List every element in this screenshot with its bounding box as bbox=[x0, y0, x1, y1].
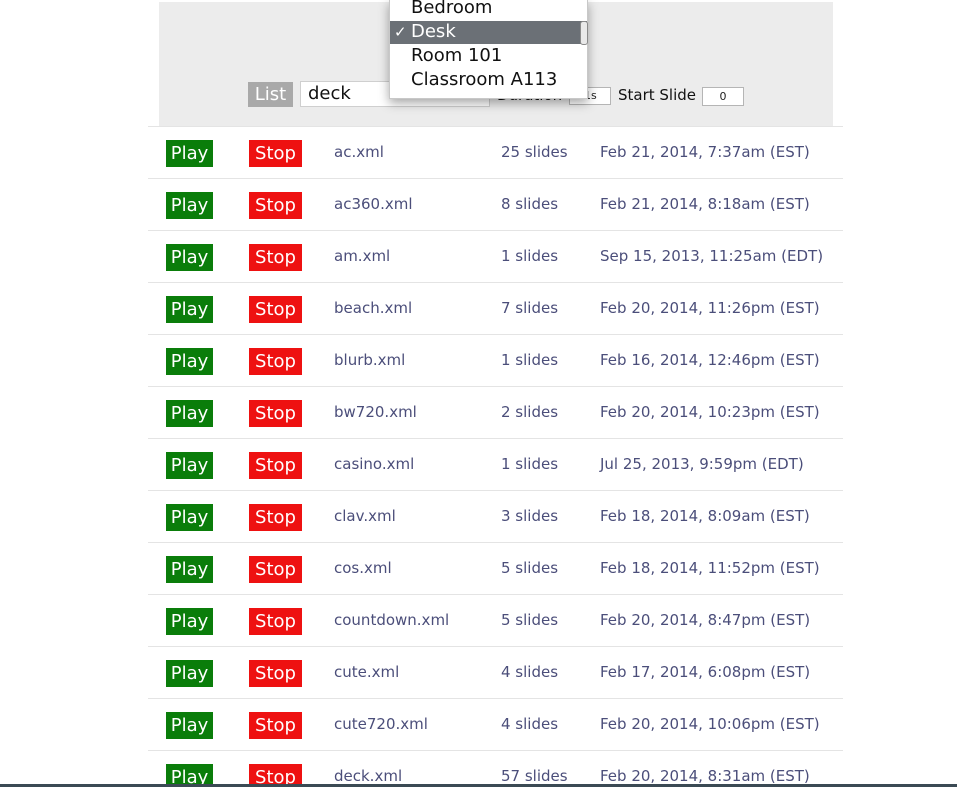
deck-name: cos.xml bbox=[334, 559, 392, 577]
modified-date: Jul 25, 2013, 9:59pm (EDT) bbox=[600, 455, 804, 473]
modified-date: Feb 20, 2014, 8:31am (EST) bbox=[600, 767, 810, 785]
menu-scroll-indicator bbox=[580, 21, 588, 45]
play-button[interactable]: Play bbox=[166, 660, 213, 687]
slide-count: 1 slides bbox=[501, 351, 559, 369]
play-button[interactable]: Play bbox=[166, 140, 213, 167]
modified-date: Feb 17, 2014, 6:08pm (EST) bbox=[600, 663, 811, 681]
deck-name: countdown.xml bbox=[334, 611, 450, 629]
slide-count: 4 slides bbox=[501, 663, 559, 681]
modified-date: Feb 21, 2014, 8:18am (EST) bbox=[600, 195, 810, 213]
table-row: Play Stop cute720.xml 4 slides Feb 20, 2014,… bbox=[148, 698, 843, 750]
deck-select-value: deck bbox=[308, 83, 351, 104]
table-row: Play Stop cute.xml 4 slides Feb 17, 2014, 6:… bbox=[148, 646, 843, 698]
modified-date: Feb 18, 2014, 8:09am (EST) bbox=[600, 507, 810, 525]
stop-button[interactable]: Stop bbox=[249, 296, 302, 323]
slide-count: 3 slides bbox=[501, 507, 559, 525]
deck-name: blurb.xml bbox=[334, 351, 406, 369]
location-dropdown-menu: Bedroom ✓ Desk Room 101 Classroom A113 bbox=[389, 0, 588, 99]
play-button[interactable]: Play bbox=[166, 712, 213, 739]
deck-name: ac360.xml bbox=[334, 195, 413, 213]
slide-count: 1 slides bbox=[501, 455, 559, 473]
slide-count: 25 slides bbox=[501, 143, 568, 161]
stop-button[interactable]: Stop bbox=[249, 452, 302, 479]
stop-button[interactable]: Stop bbox=[249, 140, 302, 167]
table-row: Play Stop ac.xml 25 slides Feb 21, 2014, 7:3… bbox=[148, 126, 843, 178]
table-row: Play Stop beach.xml 7 slides Feb 20, 2014, 1… bbox=[148, 282, 843, 334]
menu-option-bedroom[interactable]: Bedroom bbox=[411, 0, 493, 18]
deck-name: cute.xml bbox=[334, 663, 400, 681]
modified-date: Feb 20, 2014, 8:47pm (EST) bbox=[600, 611, 811, 629]
play-button[interactable]: Play bbox=[166, 296, 213, 323]
table-row: Play Stop blurb.xml 1 slides Feb 16, 2014, 1… bbox=[148, 334, 843, 386]
modified-date: Feb 18, 2014, 11:52pm (EST) bbox=[600, 559, 820, 577]
stop-button[interactable]: Stop bbox=[249, 556, 302, 583]
table-row: Play Stop ac360.xml 8 slides Feb 21, 2014, 8… bbox=[148, 178, 843, 230]
table-row: Play Stop cos.xml 5 slides Feb 18, 2014, 11:… bbox=[148, 542, 843, 594]
play-button[interactable]: Play bbox=[166, 192, 213, 219]
slide-count: 5 slides bbox=[501, 559, 559, 577]
deck-name: ac.xml bbox=[334, 143, 384, 161]
stop-button[interactable]: Stop bbox=[249, 244, 302, 271]
menu-option-room-101[interactable]: Room 101 bbox=[411, 45, 503, 66]
modified-date: Sep 15, 2013, 11:25am (EDT) bbox=[600, 247, 824, 265]
deck-name: am.xml bbox=[334, 247, 391, 265]
slide-count: 4 slides bbox=[501, 715, 559, 733]
slide-count: 57 slides bbox=[501, 767, 568, 785]
table-row: Play Stop bw720.xml 2 slides Feb 20, 2014, 1… bbox=[148, 386, 843, 438]
modified-date: Feb 20, 2014, 10:23pm (EST) bbox=[600, 403, 820, 421]
stop-button[interactable]: Stop bbox=[249, 764, 302, 787]
deck-name: clav.xml bbox=[334, 507, 396, 525]
modified-date: Feb 20, 2014, 10:06pm (EST) bbox=[600, 715, 820, 733]
slide-count: 5 slides bbox=[501, 611, 559, 629]
play-button[interactable]: Play bbox=[166, 348, 213, 375]
slide-count: 8 slides bbox=[501, 195, 559, 213]
play-button[interactable]: Play bbox=[166, 244, 213, 271]
menu-option-classroom-a113[interactable]: Classroom A113 bbox=[411, 69, 558, 90]
deck-name: bw720.xml bbox=[334, 403, 417, 421]
stop-button[interactable]: Stop bbox=[249, 400, 302, 427]
start-slide-label: Start Slide bbox=[618, 86, 697, 104]
play-button[interactable]: Play bbox=[166, 400, 213, 427]
modified-date: Feb 20, 2014, 11:26pm (EST) bbox=[600, 299, 820, 317]
deck-name: deck.xml bbox=[334, 767, 403, 785]
stop-button[interactable]: Stop bbox=[249, 712, 302, 739]
play-button[interactable]: Play bbox=[166, 452, 213, 479]
table-row: Play Stop clav.xml 3 slides Feb 18, 2014, 8:… bbox=[148, 490, 843, 542]
table-row: Play Stop deck.xml 57 slides Feb 20, 2014, 8… bbox=[148, 750, 843, 787]
menu-option-label: Desk bbox=[411, 21, 456, 42]
start-slide-input[interactable]: 0 bbox=[702, 87, 744, 106]
checkmark-icon: ✓ bbox=[394, 23, 407, 41]
play-button[interactable]: Play bbox=[166, 764, 213, 787]
window-bottom-edge bbox=[0, 784, 957, 787]
slide-count: 7 slides bbox=[501, 299, 559, 317]
stop-button[interactable]: Stop bbox=[249, 504, 302, 531]
modified-date: Feb 16, 2014, 12:46pm (EST) bbox=[600, 351, 820, 369]
play-button[interactable]: Play bbox=[166, 556, 213, 583]
deck-name: beach.xml bbox=[334, 299, 413, 317]
slide-count: 2 slides bbox=[501, 403, 559, 421]
play-button[interactable]: Play bbox=[166, 608, 213, 635]
modified-date: Feb 21, 2014, 7:37am (EST) bbox=[600, 143, 810, 161]
table-row: Play Stop am.xml 1 slides Sep 15, 2013, 11:2… bbox=[148, 230, 843, 282]
menu-option-desk[interactable]: ✓ Desk bbox=[390, 21, 587, 44]
table-row: Play Stop countdown.xml 5 slides Feb 20, 201… bbox=[148, 594, 843, 646]
deck-name: cute720.xml bbox=[334, 715, 428, 733]
stop-button[interactable]: Stop bbox=[249, 348, 302, 375]
list-label: List bbox=[248, 82, 293, 107]
slide-count: 1 slides bbox=[501, 247, 559, 265]
stop-button[interactable]: Stop bbox=[249, 608, 302, 635]
deck-list: Play Stop ac.xml 25 slides Feb 21, 2014, 7:3… bbox=[148, 126, 843, 787]
table-row: Play Stop casino.xml 1 slides Jul 25, 2013, … bbox=[148, 438, 843, 490]
stop-button[interactable]: Stop bbox=[249, 192, 302, 219]
stop-button[interactable]: Stop bbox=[249, 660, 302, 687]
deck-name: casino.xml bbox=[334, 455, 415, 473]
play-button[interactable]: Play bbox=[166, 504, 213, 531]
